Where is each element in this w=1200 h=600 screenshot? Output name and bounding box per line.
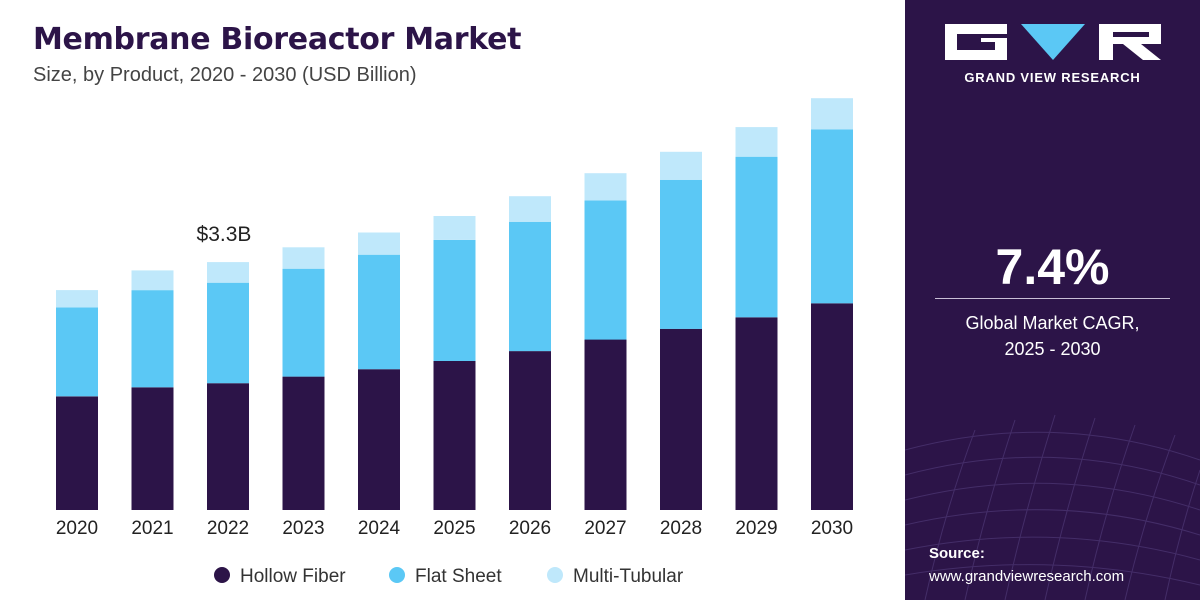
x-tick-label-2024: 2024 [358, 518, 401, 539]
x-tick-label-2021: 2021 [131, 518, 173, 539]
cagr-value: 7.4% [995, 239, 1110, 295]
bar-hollow-fiber-2022 [207, 383, 249, 510]
cagr-label-line1: Global Market CAGR, [965, 313, 1140, 333]
bar-hollow-fiber-2024 [358, 369, 400, 510]
bar-multi-tubular-2020 [56, 290, 98, 308]
legend-label-multi-tubular: Multi-Tubular [573, 566, 684, 587]
bar-flat-sheet-2023 [282, 268, 325, 377]
bar-flat-sheet-2026 [509, 221, 551, 352]
bar-hollow-fiber-2025 [433, 360, 476, 510]
bar-flat-sheet-2022 [207, 282, 249, 384]
bar-multi-tubular-2022 [207, 262, 249, 283]
cagr-label: Global Market CAGR, 2025 - 2030 [905, 310, 1200, 362]
bar-flat-sheet-2028 [660, 179, 702, 329]
x-tick-label-2028: 2028 [660, 518, 702, 539]
bar-multi-tubular-2028 [660, 151, 702, 180]
bar-flat-sheet-2024 [358, 254, 400, 370]
bar-flat-sheet-2021 [131, 290, 174, 388]
legend-marker-multi-tubular [547, 567, 563, 583]
bar-flat-sheet-2027 [584, 200, 627, 340]
cagr-label-line2: 2025 - 2030 [1004, 339, 1101, 359]
bar-hollow-fiber-2026 [509, 351, 551, 510]
source-url[interactable]: www.grandviewresearch.com [929, 568, 1125, 585]
chart-subtitle: Size, by Product, 2020 - 2030 (USD Billi… [33, 64, 417, 86]
bar-multi-tubular-2030 [811, 98, 853, 130]
bar-hollow-fiber-2029 [735, 317, 778, 510]
divider [935, 298, 1170, 299]
x-tick-label-2026: 2026 [509, 518, 551, 539]
legend-marker-flat-sheet [389, 567, 405, 583]
bar-flat-sheet-2029 [735, 156, 778, 318]
x-tick-label-2022: 2022 [207, 518, 249, 539]
bar-multi-tubular-2024 [358, 232, 400, 255]
bar-multi-tubular-2027 [584, 173, 627, 201]
x-tick-label-2020: 2020 [56, 518, 98, 539]
bar-multi-tubular-2021 [131, 270, 174, 291]
bar-hollow-fiber-2021 [131, 387, 174, 510]
x-tick-label-2029: 2029 [735, 518, 777, 539]
bar-flat-sheet-2025 [433, 239, 476, 361]
legend-marker-hollow-fiber [214, 567, 230, 583]
bar-multi-tubular-2029 [735, 127, 778, 157]
x-tick-label-2027: 2027 [584, 518, 626, 539]
decorative-grid-icon [905, 414, 1200, 600]
data-label-2022: $3.3B [197, 223, 252, 246]
bar-flat-sheet-2020 [56, 307, 98, 397]
bar-hollow-fiber-2030 [811, 303, 853, 510]
brand-name: GRAND VIEW RESEARCH [964, 70, 1141, 85]
chart-panel: Membrane Bioreactor Market Size, by Prod… [33, 22, 854, 587]
x-tick-label-2023: 2023 [282, 518, 324, 539]
bar-hollow-fiber-2020 [56, 396, 98, 510]
bar-hollow-fiber-2028 [660, 328, 702, 510]
legend-label-hollow-fiber: Hollow Fiber [240, 566, 346, 587]
x-tick-label-2025: 2025 [433, 518, 475, 539]
legend-label-flat-sheet: Flat Sheet [415, 566, 502, 587]
bar-hollow-fiber-2027 [584, 339, 627, 510]
source-label: Source: [929, 545, 985, 562]
gvr-logo-icon [945, 24, 1161, 60]
x-tick-label-2030: 2030 [811, 518, 853, 539]
bar-flat-sheet-2030 [811, 129, 853, 304]
sidebar-panel: GRAND VIEW RESEARCH 7.4% Global Market C… [905, 0, 1200, 600]
stacked-bar-chart: 2020 2021 2022 2023 2024 2025 2026 2027 2028 2029… [56, 98, 853, 587]
bar-hollow-fiber-2023 [282, 376, 325, 510]
chart-title: Membrane Bioreactor Market [33, 22, 522, 57]
bar-multi-tubular-2026 [509, 196, 551, 222]
bar-multi-tubular-2023 [282, 247, 325, 269]
bar-multi-tubular-2025 [433, 216, 476, 240]
